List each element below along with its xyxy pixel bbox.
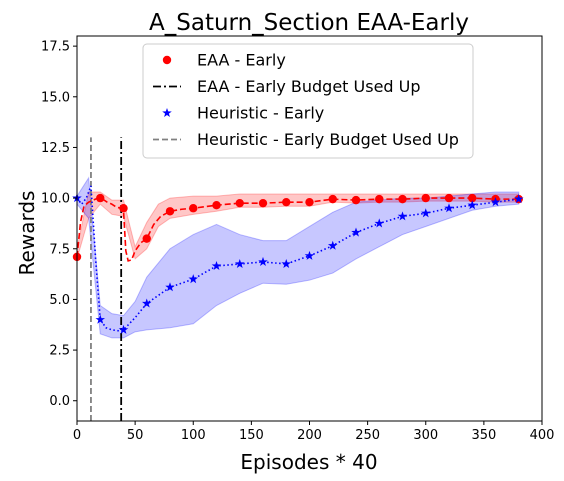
data-point <box>235 198 244 208</box>
data-point <box>282 197 291 207</box>
plot-area <box>72 137 524 421</box>
data-point <box>142 234 151 243</box>
data-point <box>258 256 268 266</box>
data-point <box>351 227 361 237</box>
data-point <box>234 258 245 269</box>
legend-label: EAA - Early <box>197 51 286 70</box>
y-tick-label: 10.0 <box>41 192 70 207</box>
data-point <box>304 250 315 260</box>
x-tick-label: 150 <box>239 428 264 443</box>
data-point <box>189 204 198 213</box>
y-tick-label: 12.5 <box>41 141 70 156</box>
x-tick-label: 350 <box>471 428 496 443</box>
data-point <box>351 195 361 205</box>
data-point <box>258 198 268 208</box>
legend-item: Heuristic - Early <box>162 104 324 123</box>
series-markers <box>72 193 524 334</box>
x-axis-ticks: 0 50 100 150 200 250 300 350 400 <box>73 421 555 443</box>
x-tick-label: 0 <box>73 428 81 443</box>
y-tick-label: 5.0 <box>49 293 70 308</box>
data-point <box>328 194 337 204</box>
legend-item: EAA - Early <box>162 51 286 70</box>
series-line <box>76 185 519 332</box>
legend-marker <box>162 55 172 65</box>
data-point <box>374 218 385 228</box>
data-point <box>212 200 221 210</box>
data-point <box>420 208 431 218</box>
data-point <box>211 260 222 271</box>
data-point <box>444 193 454 203</box>
data-point <box>397 211 408 221</box>
x-tick-label: 250 <box>355 428 380 443</box>
data-point <box>421 193 430 203</box>
legend-item: Heuristic - Early Budget Used Up <box>153 130 459 149</box>
x-tick-label: 100 <box>181 428 206 443</box>
legend: EAA - Early EAA - Early Budget Used Up Heu… <box>142 43 474 159</box>
data-point <box>513 194 524 204</box>
data-point <box>95 314 106 324</box>
data-point <box>398 194 407 204</box>
legend-marker <box>162 108 172 118</box>
budget-lines <box>90 137 123 421</box>
x-tick-label: 400 <box>530 428 555 443</box>
x-tick-label: 300 <box>413 428 438 443</box>
data-point <box>375 194 384 204</box>
data-point <box>281 258 292 269</box>
data-point <box>118 324 129 334</box>
legend-box <box>142 43 474 159</box>
data-point <box>165 282 175 292</box>
x-tick-label: 200 <box>297 428 322 443</box>
y-axis-label: Rewards <box>15 191 39 276</box>
data-point <box>96 193 105 203</box>
y-tick-label: 7.5 <box>49 242 70 257</box>
data-point <box>467 200 478 210</box>
data-point <box>188 274 199 284</box>
y-tick-label: 2.5 <box>49 344 70 359</box>
y-tick-label: 15.0 <box>41 90 70 105</box>
data-point <box>305 197 314 207</box>
x-tick-label: 50 <box>127 428 144 443</box>
chart-title: A_Saturn_Section EAA-Early <box>149 10 469 36</box>
data-point <box>490 197 501 207</box>
legend-item: EAA - Early Budget Used Up <box>153 77 421 96</box>
x-axis-label: Episodes * 40 <box>240 450 377 474</box>
confidence-band <box>76 176 520 339</box>
y-tick-label: 17.5 <box>41 40 70 55</box>
data-point <box>165 207 175 216</box>
legend-label: EAA - Early Budget Used Up <box>197 77 421 96</box>
data-point <box>444 203 454 213</box>
legend-label: Heuristic - Early <box>197 104 324 123</box>
data-point <box>468 193 477 203</box>
data-point <box>141 298 152 308</box>
y-tick-label: 0.0 <box>49 394 70 409</box>
data-point <box>327 240 338 250</box>
data-point <box>119 204 128 213</box>
y-axis-ticks: 0.0 2.5 5.0 7.5 10.0 12.5 15.0 17.5 <box>41 40 77 409</box>
legend-label: Heuristic - Early Budget Used Up <box>197 130 459 149</box>
